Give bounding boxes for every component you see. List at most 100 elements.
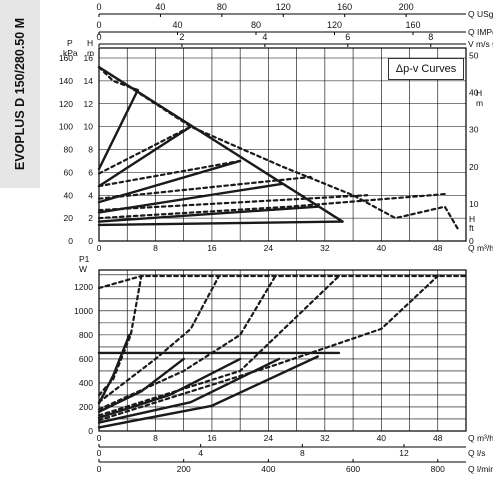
- head-m-tick-label: 10: [84, 122, 94, 132]
- head-curve-dotted-9: [97, 125, 192, 175]
- top-scale-label-impgpm: 80: [251, 20, 261, 30]
- mode-label-box: Δp-v Curves: [388, 58, 464, 80]
- bottom-scale-label-lmin: 600: [346, 464, 360, 474]
- kpa-tick-label: 160: [59, 53, 73, 63]
- right-ft-axis-title: H: [469, 214, 475, 224]
- power-curve-solid-5: [97, 355, 319, 429]
- power-curve-dotted-8: [97, 274, 221, 404]
- power-y-tick-label: 1000: [74, 306, 93, 316]
- top-scale-label-usgpm: 200: [399, 2, 414, 12]
- head-m-tick-label: 8: [88, 145, 93, 155]
- head-curve-dotted-11: [97, 175, 312, 200]
- power-curve-dotted-6: [97, 274, 468, 290]
- bottom-scale-title-m3h: Q m³/h: [468, 433, 493, 443]
- head-curve-dotted-8: [97, 66, 461, 232]
- head-curve-dotted-13: [97, 193, 446, 220]
- bottom-scale-label-ls: 4: [198, 448, 203, 458]
- top-scale-title-usgpm: Q USgpm: [468, 9, 493, 19]
- head-x-tick-label: 40: [377, 243, 387, 253]
- head-x-tick-label: 16: [207, 243, 217, 253]
- power-y-tick-label: 800: [79, 330, 93, 340]
- right-m-axis-unit: m: [476, 98, 483, 108]
- top-scale-label-usgpm: 40: [155, 2, 165, 12]
- power-y-axis-unit: W: [79, 264, 87, 274]
- bottom-scale-label-lmin: 400: [261, 464, 275, 474]
- bottom-scale-label-m3h: 8: [153, 433, 158, 443]
- head-x-tick-label: 8: [153, 243, 158, 253]
- kpa-tick-label: 60: [64, 167, 74, 177]
- power-y-tick-label: 0: [88, 426, 93, 436]
- head-x-tick-label: 48: [433, 243, 443, 253]
- head-m-tick-label: 14: [84, 76, 94, 86]
- top-scale-label-velocity: 0: [96, 32, 101, 42]
- power-y-tick-label: 1200: [74, 282, 93, 292]
- bottom-scale-label-lmin: 800: [431, 464, 445, 474]
- head-x-tick-label: 0: [97, 243, 102, 253]
- top-scale-label-velocity: 6: [345, 32, 350, 42]
- bottom-scale-label-m3h: 0: [97, 433, 102, 443]
- kpa-tick-label: 140: [59, 76, 73, 86]
- top-scale-title-velocity: V m/s Ø 65: [468, 39, 493, 49]
- power-y-tick-label: 200: [79, 402, 93, 412]
- kpa-axis-unit: kPa: [63, 48, 78, 58]
- power-curve-dotted-7: [97, 274, 143, 397]
- top-scale-label-usgpm: 160: [337, 2, 352, 12]
- right-m-tick-label: 20: [469, 162, 479, 172]
- power-y-tick-label: 400: [79, 378, 93, 388]
- head-curve-dotted-10: [97, 159, 242, 188]
- kpa-tick-label: 40: [64, 190, 74, 200]
- head-curve-solid-0: [97, 88, 140, 171]
- top-scale-label-velocity: 4: [262, 32, 267, 42]
- top-scale-label-impgpm: 160: [405, 20, 420, 30]
- bottom-scale-label-m3h: 16: [207, 433, 217, 443]
- bottom-scale-label-m3h: 24: [264, 433, 274, 443]
- top-scale-label-usgpm: 120: [276, 2, 291, 12]
- bottom-scale-label-ls: 8: [300, 448, 305, 458]
- bottom-scale-title-lmin: Q l/min: [468, 464, 493, 474]
- top-scale-label-impgpm: 40: [172, 20, 182, 30]
- head-m-tick-label: 2: [88, 213, 93, 223]
- power-curve-solid-1: [97, 333, 131, 405]
- kpa-tick-label: 120: [59, 99, 73, 109]
- bottom-scale-label-lmin: 0: [97, 464, 102, 474]
- top-scale-label-velocity: 8: [428, 32, 433, 42]
- head-curve-solid-5: [97, 220, 344, 227]
- kpa-axis-title: P: [67, 38, 73, 48]
- power-y-tick-label: 600: [79, 354, 93, 364]
- top-scale-label-impgpm: 120: [327, 20, 342, 30]
- bottom-scale-label-ls: 12: [399, 448, 409, 458]
- head-frame: [98, 47, 467, 242]
- head-m-tick-label: 16: [84, 53, 94, 63]
- head-m-axis-title: H: [87, 38, 93, 48]
- model-side-panel: EVOPLUS D 150/280.50 M: [0, 0, 40, 188]
- right-m-tick-label: 40: [469, 88, 479, 98]
- kpa-tick-label: 0: [68, 236, 73, 246]
- power-y-axis-title: P1: [79, 254, 90, 264]
- head-x-tick-label: 32: [320, 243, 330, 253]
- bottom-scale-label-lmin: 200: [177, 464, 191, 474]
- bottom-scale-label-m3h: 48: [433, 433, 443, 443]
- top-scale-label-impgpm: 0: [96, 20, 101, 30]
- head-curve-dotted-12: [97, 194, 369, 212]
- top-scale-title-impgpm: Q IMPgpm: [468, 27, 493, 37]
- power-curve-solid-3: [97, 357, 242, 419]
- bottom-scale-label-m3h: 32: [320, 433, 330, 443]
- head-curve-solid-4: [97, 205, 319, 223]
- top-scale-label-velocity: 2: [179, 32, 184, 42]
- right-m-tick-label: 10: [469, 199, 479, 209]
- power-grid: [98, 270, 467, 432]
- head-m-axis-unit: m: [87, 48, 94, 58]
- power-curve-dotted-10: [97, 274, 341, 417]
- kpa-tick-label: 20: [64, 213, 74, 223]
- power-frame: [98, 269, 467, 432]
- right-ft-axis-unit: ft: [469, 223, 474, 233]
- bottom-scale-title-ls: Q l/s: [468, 448, 485, 458]
- head-x-tick-label: 24: [264, 243, 274, 253]
- right-m-tick-label: 50: [469, 50, 479, 60]
- top-scale-label-usgpm: 0: [96, 2, 101, 12]
- right-m-tick-label: 30: [469, 125, 479, 135]
- head-m-tick-label: 6: [88, 167, 93, 177]
- power-curve-dotted-11: [97, 274, 439, 422]
